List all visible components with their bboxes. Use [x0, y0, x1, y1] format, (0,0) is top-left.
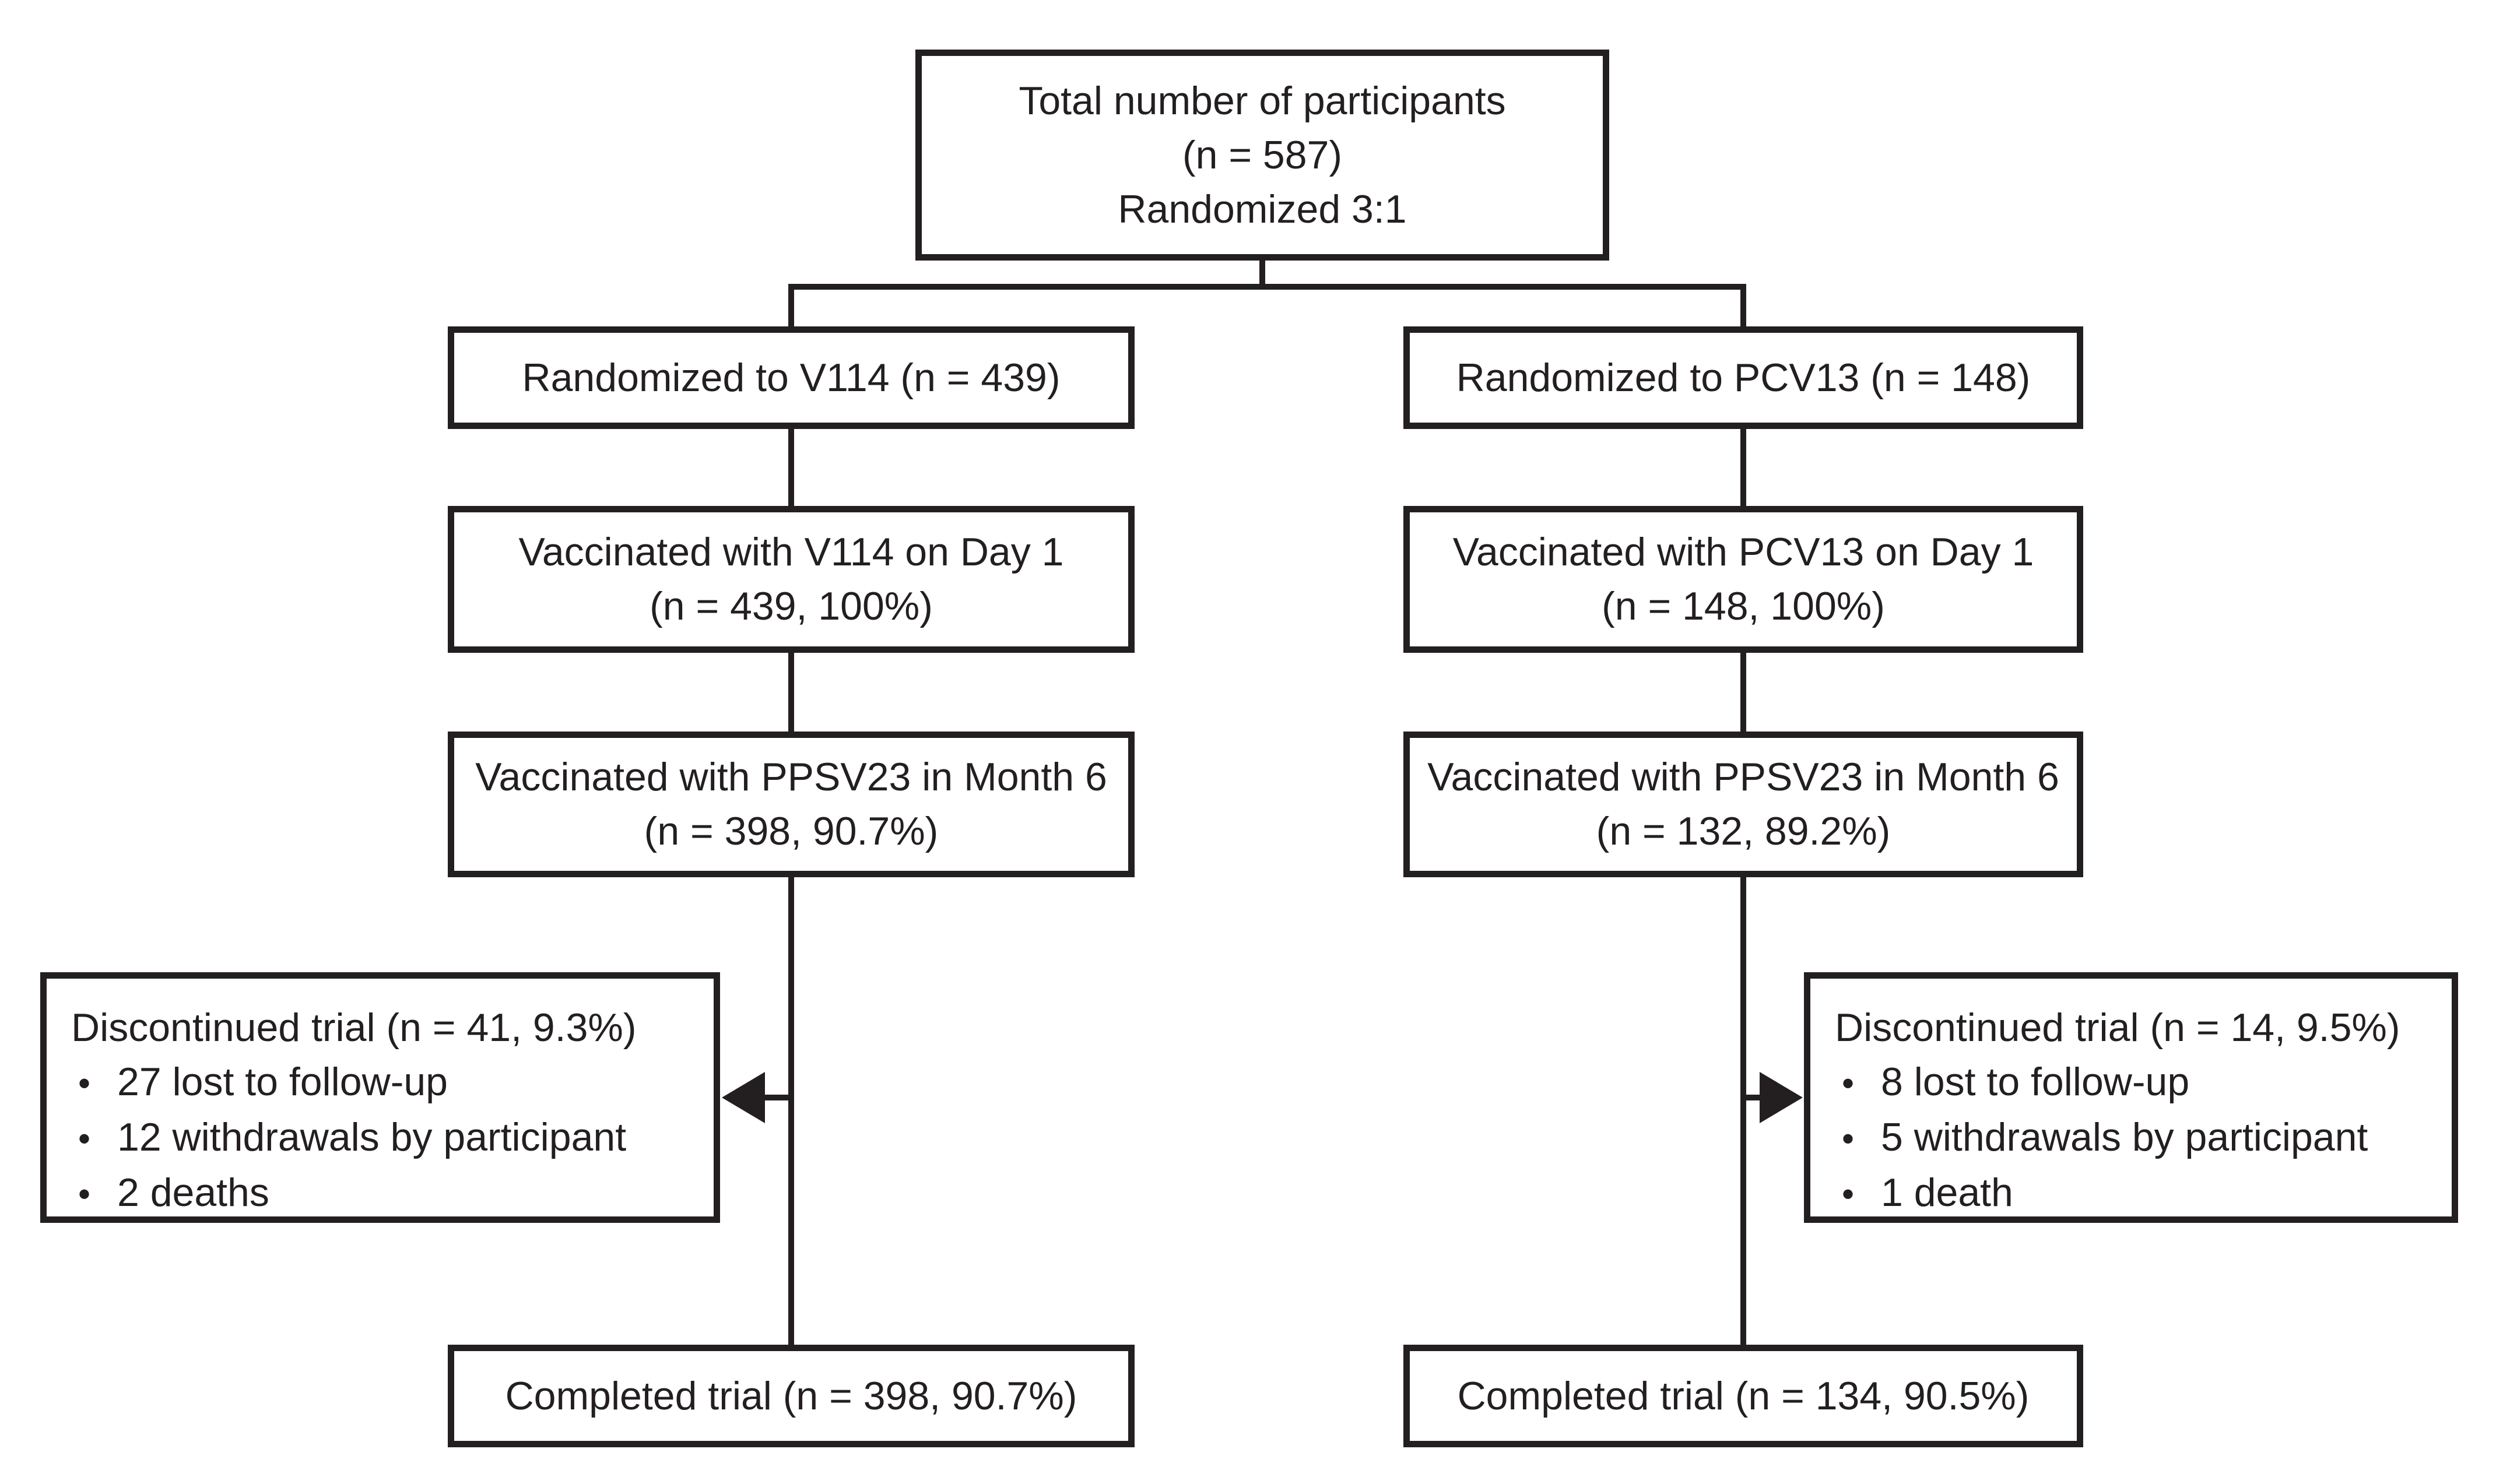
- node-vaccinated-ppsv23-month6-v114: Vaccinated with PPSV23 in Month 6 (n = 3…: [448, 732, 1135, 877]
- node-randomized-v114: Randomized to V114 (n = 439): [448, 326, 1135, 429]
- ppsv23-v114-line1: Vaccinated with PPSV23 in Month 6: [475, 755, 1107, 799]
- bullet-marker-icon: •: [1842, 1064, 1855, 1103]
- discontinued-v114-bullet-1-text: 27 lost to follow-up: [117, 1060, 448, 1104]
- ppsv23-pcv13-line2: (n = 132, 89.2%): [1596, 809, 1891, 853]
- discontinued-v114-title: Discontinued trial (n = 41, 9.3%): [71, 1005, 637, 1050]
- discontinued-pcv13-title: Discontinued trial (n = 14, 9.5%): [1835, 1005, 2400, 1050]
- node-vaccinated-ppsv23-month6-pcv13: Vaccinated with PPSV23 in Month 6 (n = 1…: [1403, 732, 2083, 877]
- vaccinated-pcv13-line2: (n = 148, 100%): [1602, 584, 1885, 628]
- node-total-participants: Total number of participants (n = 587) R…: [915, 50, 1609, 261]
- discontinued-v114-bullet-1: • 27 lost to follow-up: [71, 1055, 448, 1110]
- vaccinated-pcv13-line1: Vaccinated with PCV13 on Day 1: [1452, 530, 2034, 574]
- discontinued-v114-bullet-2-text: 12 withdrawals by participant: [117, 1115, 627, 1159]
- randomized-v114-text: Randomized to V114 (n = 439): [522, 355, 1061, 400]
- node-completed-pcv13: Completed trial (n = 134, 90.5%): [1403, 1345, 2083, 1447]
- vaccinated-v114-line1: Vaccinated with V114 on Day 1: [518, 530, 1064, 574]
- completed-pcv13-text: Completed trial (n = 134, 90.5%): [1457, 1373, 2030, 1418]
- total-participants-line2: (n = 587): [1182, 132, 1343, 177]
- node-randomized-pcv13: Randomized to PCV13 (n = 148): [1403, 326, 2083, 429]
- discontinued-pcv13-bullet-3-text: 1 death: [1881, 1170, 2013, 1215]
- discontinued-v114-bullet-3: • 2 deaths: [71, 1166, 269, 1221]
- vaccinated-v114-line2: (n = 439, 100%): [650, 584, 933, 628]
- node-discontinued-pcv13: Discontinued trial (n = 14, 9.5%) • 8 lo…: [1804, 972, 2458, 1223]
- total-participants-line1: Total number of participants: [1019, 78, 1506, 123]
- bullet-marker-icon: •: [78, 1174, 91, 1214]
- discontinued-pcv13-bullet-2-text: 5 withdrawals by participant: [1881, 1115, 2368, 1159]
- discontinued-v114-bullet-3-text: 2 deaths: [117, 1170, 269, 1215]
- bullet-marker-icon: •: [1842, 1174, 1855, 1214]
- bullet-marker-icon: •: [1842, 1119, 1855, 1158]
- discontinued-pcv13-bullet-1: • 8 lost to follow-up: [1835, 1055, 2189, 1110]
- bullet-marker-icon: •: [78, 1064, 91, 1103]
- node-vaccinated-pcv13-day1: Vaccinated with PCV13 on Day 1 (n = 148,…: [1403, 506, 2083, 653]
- node-completed-v114: Completed trial (n = 398, 90.7%): [448, 1345, 1135, 1447]
- bullet-marker-icon: •: [78, 1119, 91, 1158]
- node-vaccinated-v114-day1: Vaccinated with V114 on Day 1 (n = 439, …: [448, 506, 1135, 653]
- completed-v114-text: Completed trial (n = 398, 90.7%): [505, 1373, 1077, 1418]
- arrowhead-left-icon: [722, 1072, 765, 1123]
- arrowhead-right-icon: [1760, 1072, 1803, 1123]
- total-participants-line3: Randomized 3:1: [1118, 187, 1407, 231]
- discontinued-pcv13-bullet-3: • 1 death: [1835, 1166, 2013, 1221]
- node-discontinued-v114: Discontinued trial (n = 41, 9.3%) • 27 l…: [40, 972, 720, 1223]
- ppsv23-v114-line2: (n = 398, 90.7%): [644, 809, 939, 853]
- discontinued-v114-bullet-2: • 12 withdrawals by participant: [71, 1110, 626, 1166]
- discontinued-pcv13-bullet-1-text: 8 lost to follow-up: [1881, 1060, 2190, 1104]
- ppsv23-pcv13-line1: Vaccinated with PPSV23 in Month 6: [1427, 755, 2059, 799]
- randomized-pcv13-text: Randomized to PCV13 (n = 148): [1456, 355, 2031, 400]
- discontinued-pcv13-bullet-2: • 5 withdrawals by participant: [1835, 1110, 2368, 1166]
